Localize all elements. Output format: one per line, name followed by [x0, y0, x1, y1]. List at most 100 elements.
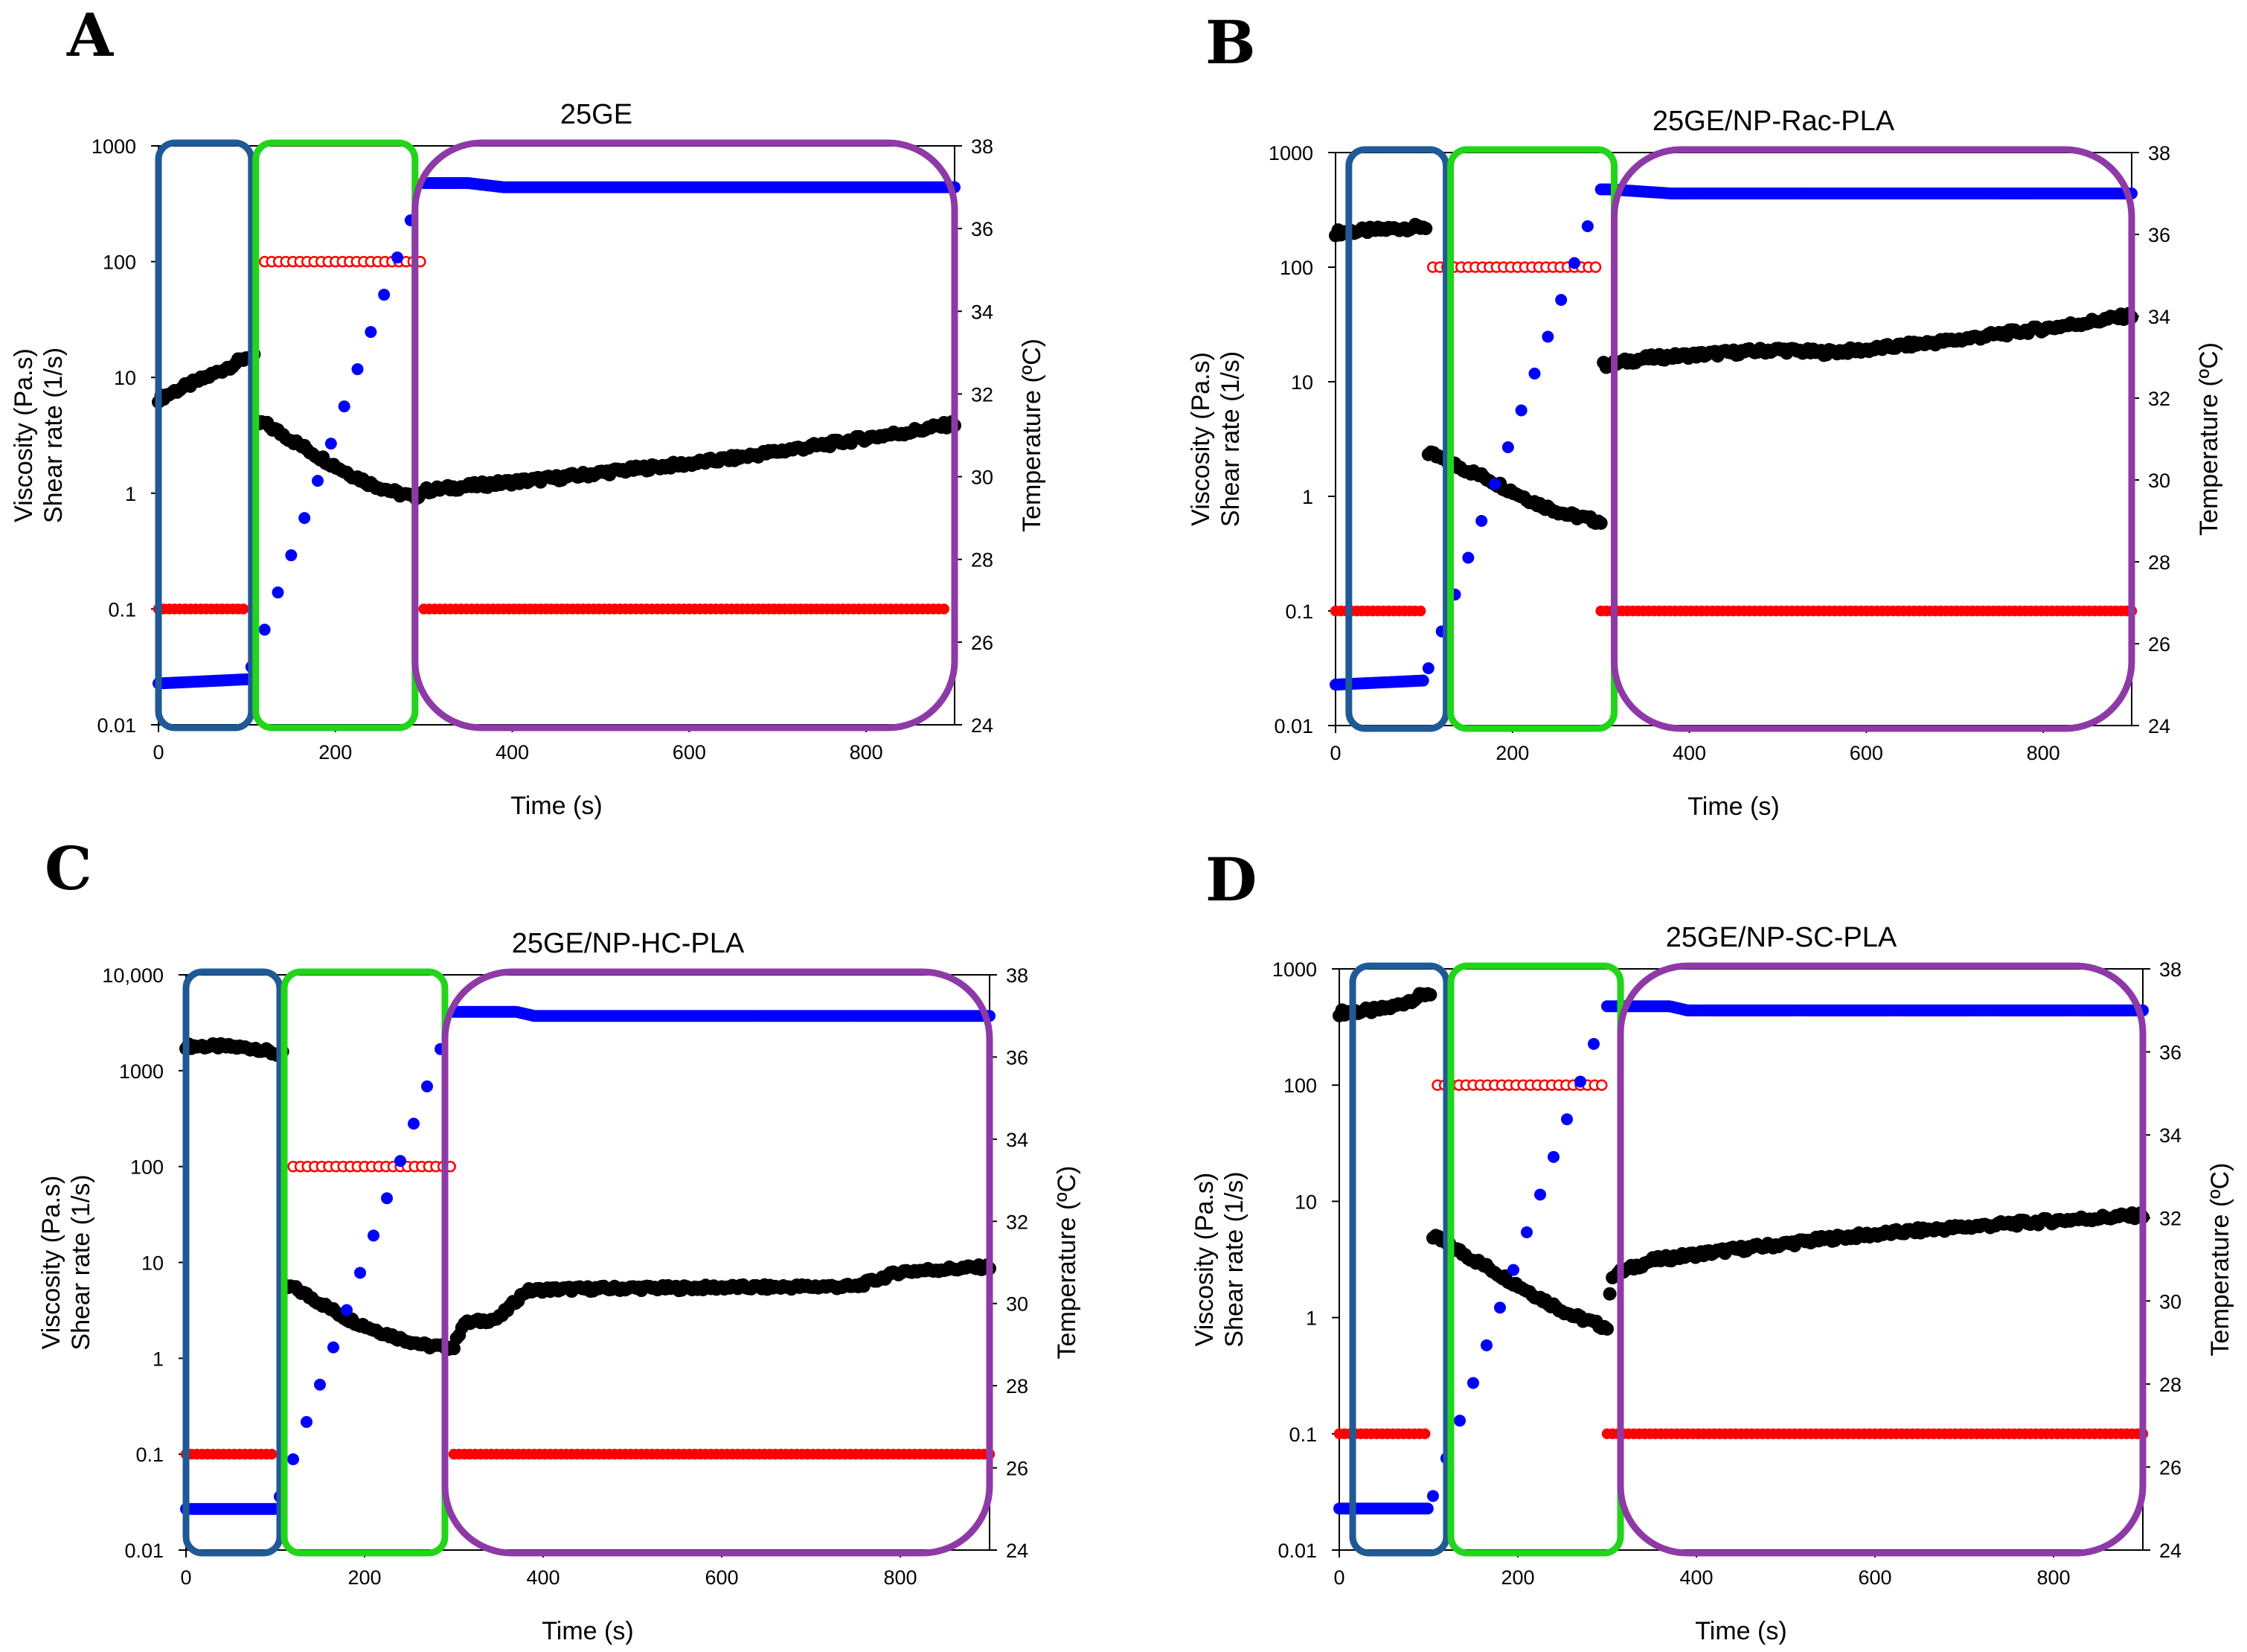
y-left-tick-label: 10	[1291, 371, 1313, 394]
y-left-tick-label: 0.01	[1278, 1540, 1317, 1562]
y-left-tick-label: 0.01	[1274, 715, 1313, 737]
panel-letter: C	[45, 833, 92, 903]
temperature-marker	[391, 252, 403, 264]
y-right-tick-label: 34	[2159, 1124, 2182, 1147]
x-axis-label: Time (s)	[510, 792, 602, 820]
shear-rate-marker	[237, 604, 249, 615]
temperature-marker	[341, 1304, 353, 1316]
y-left-tick-label: 1000	[1269, 142, 1313, 164]
y-left-label-shear-rate: Shear rate (1/s)	[1220, 1171, 1248, 1347]
region-box-purple	[1617, 962, 2147, 1557]
temperature-marker	[1507, 1264, 1519, 1276]
temperature-marker	[1534, 1188, 1546, 1201]
temperature-marker	[1581, 220, 1594, 232]
viscosity-marker	[1603, 1287, 1617, 1301]
x-axis-label: Time (s)	[1687, 793, 1779, 821]
viscosity-marker	[447, 1342, 461, 1356]
y-right-tick-label: 32	[2148, 388, 2170, 410]
x-tick-label: 400	[1679, 1566, 1713, 1589]
y-right-tick-label: 26	[971, 632, 993, 654]
temperature-marker	[324, 438, 337, 450]
y-right-tick-label: 24	[2159, 1540, 2182, 1562]
x-tick-label: 600	[705, 1566, 738, 1589]
y-right-tick-label: 32	[971, 383, 993, 406]
x-tick-label: 0	[1333, 1566, 1344, 1589]
x-tick-label: 400	[526, 1566, 560, 1589]
y-left-label-viscosity: Viscosity (Pa.s)	[10, 348, 38, 522]
y-left-tick-label: 0.01	[124, 1540, 164, 1562]
temperature-marker	[338, 400, 350, 413]
series-shear-rate	[1333, 1079, 2149, 1440]
y-right-label-temperature: Temperature (ºC)	[2195, 342, 2223, 536]
temperature-marker	[1494, 1302, 1506, 1314]
chart-panel-c: C 25GE/NP-HC-PLA 0 200 400 600 800 0.01 0.1 1 10 10…	[37, 833, 1081, 1645]
y-left-tick-label: 100	[1283, 1075, 1317, 1097]
x-tick-label: 400	[1673, 742, 1706, 764]
temperature-marker	[1427, 1490, 1439, 1502]
temperature-marker	[1574, 1075, 1586, 1088]
series-viscosity	[152, 348, 961, 506]
temperature-marker	[1454, 1415, 1466, 1427]
y-left-tick-label: 10,000	[102, 964, 164, 987]
y-left-tick-label: 0.1	[1285, 601, 1313, 623]
y-right-tick-label: 38	[2148, 142, 2170, 164]
y-right-label-temperature: Temperature (ºC)	[1018, 339, 1046, 532]
y-right-tick-label: 30	[1006, 1293, 1028, 1316]
y-left-tick-label: 10	[141, 1252, 164, 1275]
region-box-green	[1447, 146, 1618, 732]
panel-letter: B	[1205, 7, 1256, 77]
region-box-blue	[1345, 146, 1450, 732]
series-viscosity	[179, 1037, 996, 1357]
y-left-tick-label: 1000	[119, 1060, 164, 1083]
y-left-tick-label: 100	[103, 252, 136, 274]
y-right-tick-label: 36	[2148, 224, 2170, 246]
region-box-purple	[441, 968, 993, 1557]
y-right-tick-label: 26	[1006, 1458, 1028, 1480]
shear-rate-marker	[1419, 1428, 1431, 1440]
temperature-marker	[1521, 1226, 1533, 1238]
series-shear-rate	[180, 1160, 996, 1460]
viscosity-marker	[1600, 1322, 1614, 1336]
x-axis-label: Time (s)	[1695, 1617, 1786, 1645]
y-left-tick-label: 100	[1280, 257, 1313, 279]
x-tick-label: 0	[1330, 742, 1341, 764]
temperature-marker	[1501, 441, 1514, 453]
y-right-tick-label: 36	[2159, 1042, 2182, 1064]
series-temperature	[153, 177, 961, 690]
y-right-tick-label: 24	[2148, 715, 2170, 737]
x-tick-label: 800	[850, 741, 883, 763]
temperature-marker	[1481, 1339, 1493, 1351]
x-tick-label: 200	[1496, 742, 1529, 764]
shear-rate-marker	[1414, 605, 1426, 617]
temperature-marker	[408, 1118, 420, 1130]
temperature-marker	[351, 363, 364, 376]
y-right-tick-label: 38	[1006, 964, 1028, 987]
y-right-tick-label: 28	[971, 549, 993, 572]
temperature-marker	[301, 1415, 312, 1428]
viscosity-marker	[1419, 222, 1433, 236]
temperature-marker	[1548, 1150, 1560, 1163]
temperature-marker	[1417, 674, 1429, 687]
temperature-marker	[1421, 1502, 1434, 1515]
temperature-marker	[285, 549, 298, 562]
chart-panel-b: B 25GE/NP-Rac-PLA 0 200 400 600 800 0.01 0.1 1 10 1…	[1187, 7, 2223, 821]
shear-rate-marker	[1596, 1079, 1608, 1091]
chart-panel-a: A 25GE 0 200 400 600 800 0.01 0.1 1 10 100 1000 24 26 2…	[10, 0, 1046, 820]
x-tick-label: 0	[153, 741, 164, 763]
y-left-label-viscosity: Viscosity (Pa.s)	[1187, 352, 1215, 526]
temperature-marker	[368, 1229, 379, 1242]
panel-letter: D	[1205, 845, 1257, 915]
y-left-tick-label: 1	[153, 1348, 164, 1370]
temperature-marker	[1489, 478, 1501, 490]
temperature-marker	[327, 1341, 339, 1354]
y-right-tick-label: 34	[1006, 1129, 1028, 1151]
viscosity-marker	[1423, 987, 1437, 1002]
series-temperature	[180, 1005, 996, 1515]
region-box-purple	[1611, 146, 2135, 732]
x-tick-label: 600	[673, 741, 706, 763]
region-box-purple	[411, 139, 958, 731]
y-right-label-temperature: Temperature (ºC)	[1053, 1166, 1081, 1360]
temperature-marker	[421, 1080, 433, 1092]
y-left-tick-label: 1	[125, 483, 136, 505]
y-left-label-viscosity: Viscosity (Pa.s)	[1190, 1173, 1219, 1347]
